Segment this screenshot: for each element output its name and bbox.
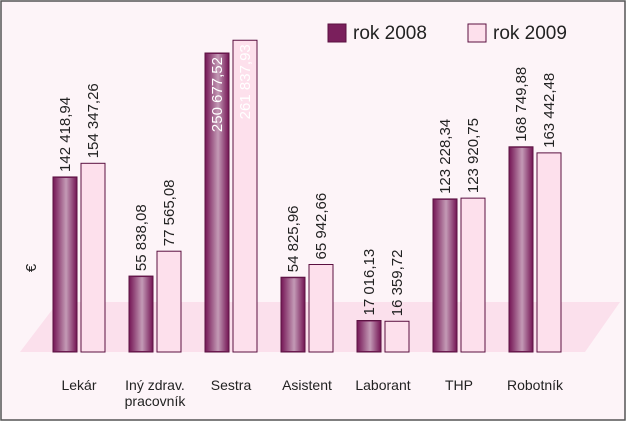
value-label: 261 837,93 xyxy=(237,44,254,119)
bar xyxy=(384,320,410,353)
value-label: 154 347,26 xyxy=(85,83,102,158)
value-label: 17 016,13 xyxy=(361,249,378,316)
x-tick-label: Lekár xyxy=(61,377,97,393)
value-label: 123 920,75 xyxy=(465,118,482,193)
bar xyxy=(156,250,182,353)
value-label: 163 442,48 xyxy=(541,73,558,148)
value-label: 54 825,96 xyxy=(285,205,302,272)
bar xyxy=(460,197,486,353)
bar xyxy=(308,264,334,353)
value-label: 142 418,94 xyxy=(57,97,74,172)
bar-shine xyxy=(510,147,532,351)
bar-shine xyxy=(434,199,456,351)
x-tick-label: Iný zdrav. pracovník xyxy=(124,377,186,409)
bar-shine xyxy=(130,277,152,351)
bar-shine xyxy=(206,54,228,352)
x-tick-label: Robotník xyxy=(506,377,564,393)
x-tick-label: Laborant xyxy=(355,377,411,393)
x-tick-label: THP xyxy=(445,377,473,393)
bar-shine xyxy=(54,177,76,351)
bar xyxy=(80,162,106,353)
x-tick-label: Asistent xyxy=(282,377,332,393)
x-tick-label: Sestra xyxy=(210,377,252,393)
bar xyxy=(536,152,562,353)
legend-label: rok 2009 xyxy=(493,23,567,44)
legend-swatch xyxy=(327,23,347,43)
legend-swatch xyxy=(467,23,487,43)
value-label: 16 359,72 xyxy=(389,250,406,317)
bar xyxy=(232,39,258,353)
value-label: 123 228,34 xyxy=(437,119,454,194)
legend-label: rok 2008 xyxy=(353,23,427,44)
value-label: 77 565,08 xyxy=(161,179,178,246)
bar-shine xyxy=(358,321,380,351)
value-label: 168 749,88 xyxy=(513,67,530,142)
value-label: 55 838,08 xyxy=(133,204,150,271)
bar-shine xyxy=(282,278,304,351)
value-label: 250 677,52 xyxy=(209,57,226,132)
y-axis-label: € xyxy=(23,263,40,272)
value-label: 65 942,66 xyxy=(313,193,330,260)
